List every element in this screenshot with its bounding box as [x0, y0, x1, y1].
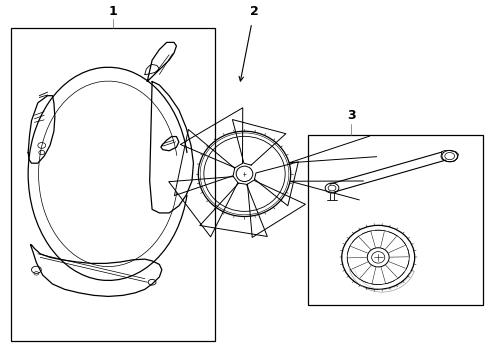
- Bar: [11, 28, 215, 341]
- Text: 1: 1: [109, 5, 117, 18]
- Text: 2: 2: [249, 5, 258, 18]
- Text: 3: 3: [346, 109, 355, 122]
- Bar: [307, 135, 482, 305]
